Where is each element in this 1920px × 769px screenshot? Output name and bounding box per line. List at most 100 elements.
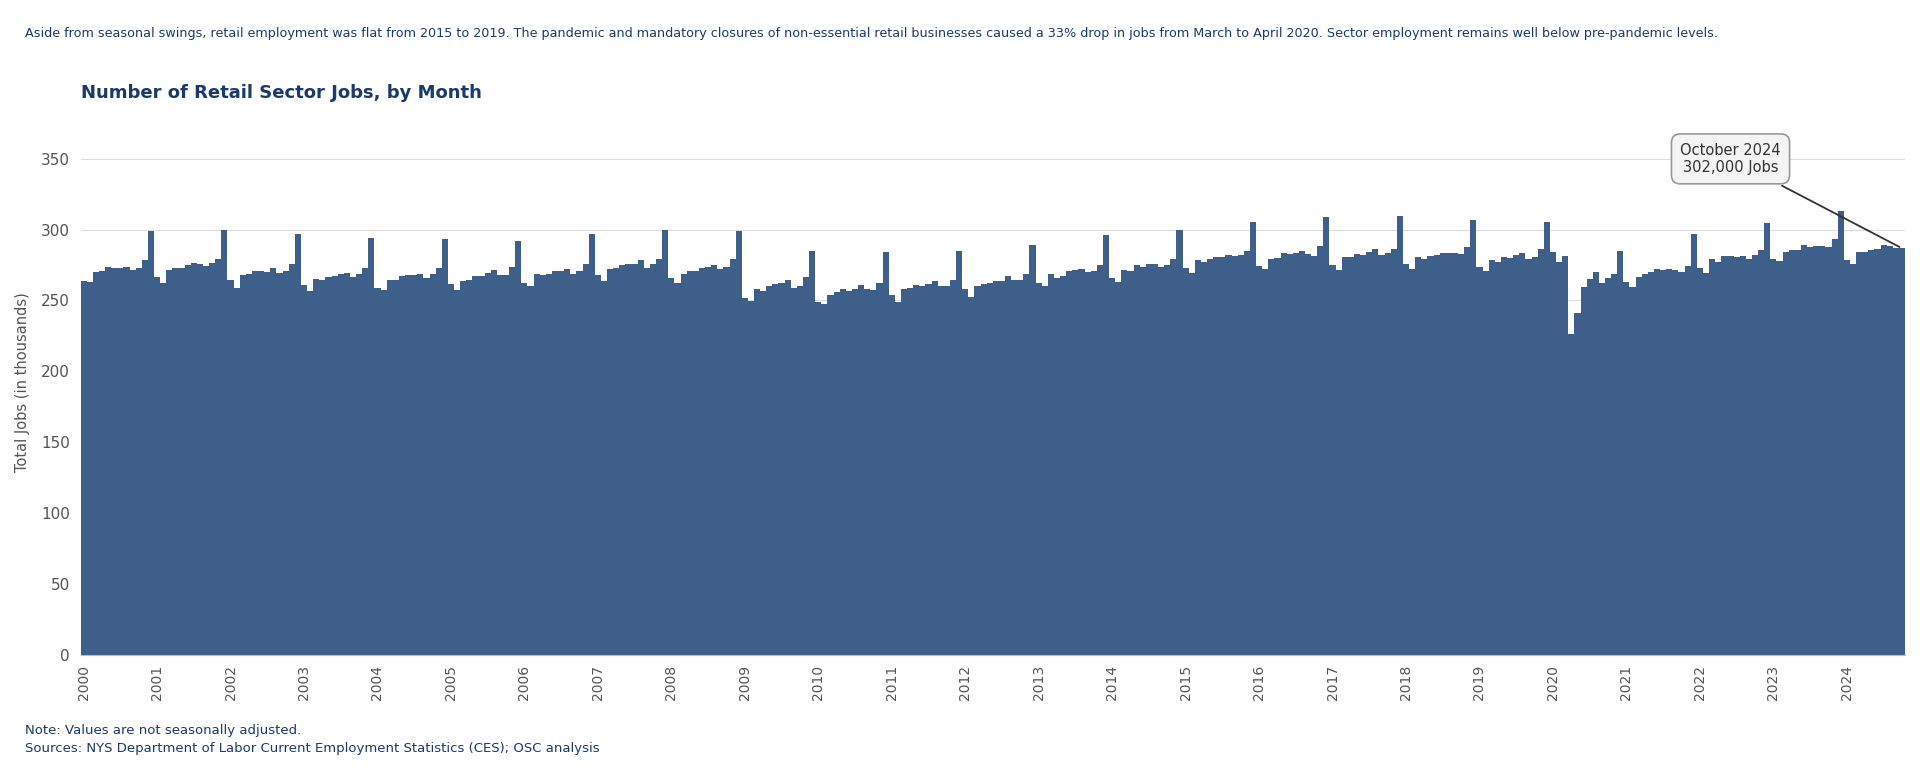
Bar xyxy=(1569,335,1574,654)
Bar xyxy=(503,275,509,654)
Bar xyxy=(828,295,833,654)
Bar xyxy=(718,269,724,654)
Bar xyxy=(551,271,559,654)
Bar xyxy=(198,265,204,654)
Bar xyxy=(1801,245,1807,654)
Bar xyxy=(1549,251,1555,654)
Bar xyxy=(288,265,296,654)
Bar xyxy=(1336,270,1342,654)
Bar xyxy=(1555,261,1563,654)
Bar xyxy=(1048,275,1054,654)
Bar xyxy=(399,276,405,654)
Bar xyxy=(1256,266,1261,654)
Bar xyxy=(987,282,993,654)
Bar xyxy=(1269,259,1275,654)
Bar xyxy=(668,278,674,654)
Bar xyxy=(540,275,545,654)
Bar xyxy=(522,283,528,654)
Bar xyxy=(1524,259,1532,654)
Bar xyxy=(106,268,111,654)
Bar xyxy=(1219,257,1225,654)
Bar xyxy=(1519,254,1524,654)
Bar xyxy=(442,238,447,654)
Bar xyxy=(1023,274,1029,654)
Bar xyxy=(1158,267,1164,654)
Bar xyxy=(1586,279,1594,654)
Bar xyxy=(363,268,369,654)
Bar xyxy=(833,292,839,654)
Bar xyxy=(1012,280,1018,654)
Bar xyxy=(221,229,227,654)
Bar xyxy=(411,275,417,654)
Bar xyxy=(1244,251,1250,654)
Bar xyxy=(1605,278,1611,654)
Bar xyxy=(1102,235,1110,654)
Bar xyxy=(509,267,515,654)
Bar xyxy=(1538,249,1544,654)
Bar xyxy=(741,298,749,654)
Bar xyxy=(190,263,198,654)
Bar xyxy=(1311,255,1317,654)
Bar xyxy=(1110,278,1116,654)
Bar xyxy=(847,291,852,654)
Bar xyxy=(1060,276,1066,654)
Bar xyxy=(1812,246,1820,654)
Bar xyxy=(1275,258,1281,654)
Bar xyxy=(791,288,797,654)
Bar xyxy=(1231,256,1238,654)
Bar xyxy=(1563,256,1569,654)
Bar xyxy=(374,288,380,654)
Bar xyxy=(1887,245,1893,654)
Bar xyxy=(1653,269,1661,654)
Bar xyxy=(1194,260,1200,654)
Bar xyxy=(870,290,876,654)
Bar xyxy=(424,278,430,654)
Bar xyxy=(1465,247,1471,654)
Bar xyxy=(1342,258,1348,654)
Bar xyxy=(1091,271,1096,654)
Bar xyxy=(1728,256,1734,654)
Bar xyxy=(582,264,589,654)
Bar xyxy=(257,271,265,654)
Bar xyxy=(589,235,595,654)
Bar xyxy=(1452,254,1457,654)
Bar xyxy=(369,238,374,654)
Bar xyxy=(301,285,307,654)
Bar xyxy=(1759,250,1764,654)
Bar xyxy=(1893,248,1899,654)
Bar xyxy=(1642,274,1647,654)
Bar xyxy=(1513,255,1519,654)
Bar xyxy=(1029,245,1035,654)
Bar xyxy=(81,281,86,654)
Bar xyxy=(981,284,987,654)
Bar xyxy=(998,281,1004,654)
Bar xyxy=(1476,267,1482,654)
Bar xyxy=(612,268,620,654)
Bar xyxy=(1171,259,1177,654)
Bar xyxy=(394,279,399,654)
Bar xyxy=(344,273,349,654)
Bar xyxy=(1672,270,1678,654)
Bar xyxy=(1722,256,1728,654)
Bar xyxy=(1177,229,1183,654)
Bar xyxy=(755,289,760,654)
Bar xyxy=(1715,261,1722,654)
Bar xyxy=(1121,271,1127,654)
Bar xyxy=(1354,255,1359,654)
Bar xyxy=(1617,251,1624,654)
Bar xyxy=(1421,259,1427,654)
Bar xyxy=(766,286,772,654)
Bar xyxy=(735,231,741,654)
Bar xyxy=(993,281,998,654)
Bar xyxy=(467,280,472,654)
Bar xyxy=(515,241,522,654)
Bar xyxy=(749,301,755,654)
Bar xyxy=(1667,268,1672,654)
Bar xyxy=(1740,255,1745,654)
Bar xyxy=(1250,221,1256,654)
Bar xyxy=(1544,222,1549,654)
Bar xyxy=(1862,252,1868,654)
Bar xyxy=(876,284,883,654)
Text: October 2024
302,000 Jobs: October 2024 302,000 Jobs xyxy=(1680,143,1899,247)
Bar xyxy=(417,275,424,654)
